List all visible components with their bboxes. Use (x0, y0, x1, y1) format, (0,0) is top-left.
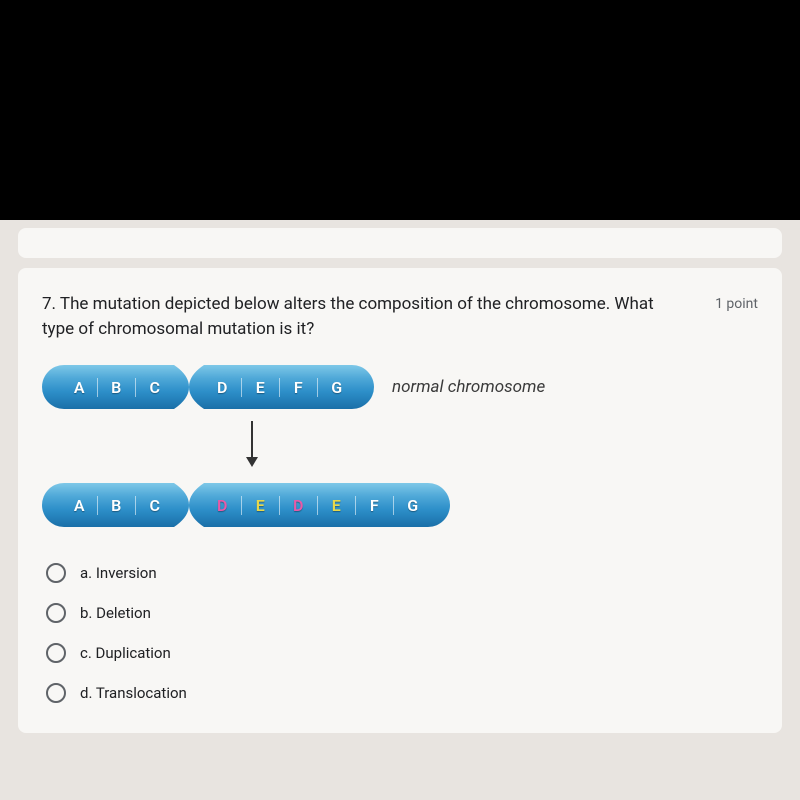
centromere (174, 365, 204, 409)
option-d[interactable]: d. Translocation (42, 673, 758, 713)
top-black-bar (0, 0, 800, 220)
segment: F (356, 496, 394, 515)
segment: A (60, 378, 98, 397)
option-b[interactable]: b. Deletion (42, 593, 758, 633)
segment: G (394, 496, 432, 515)
segment: G (318, 378, 356, 397)
option-label: c. Duplication (80, 644, 171, 662)
previous-card-sliver (18, 228, 782, 258)
segment: A (60, 496, 98, 515)
question-header: 7. The mutation depicted below alters th… (42, 292, 758, 341)
normal-left-arm: A B C (42, 365, 174, 409)
segment: F (280, 378, 318, 397)
normal-chromosome-row: A B C (42, 365, 758, 409)
normal-label: normal chromosome (392, 377, 545, 397)
normal-chromosome: A B C (42, 365, 374, 409)
segment: D (204, 378, 242, 397)
normal-right-arm: D E F G (204, 365, 374, 409)
mutated-right-arm: D E D E F G (204, 483, 450, 527)
question-text: 7. The mutation depicted below alters th… (42, 292, 685, 341)
question-card: 7. The mutation depicted below alters th… (18, 268, 782, 733)
centromere (174, 483, 204, 527)
option-label: a. Inversion (80, 564, 157, 582)
mutation-arrow (242, 419, 758, 473)
segment: D (280, 496, 318, 515)
segment: E (242, 496, 280, 515)
segment: E (318, 496, 356, 515)
radio-icon (46, 643, 66, 663)
option-label: d. Translocation (80, 684, 187, 702)
segment: C (136, 496, 174, 515)
segment: B (98, 496, 136, 515)
question-points: 1 point (715, 296, 758, 312)
radio-icon (46, 603, 66, 623)
answer-options: a. Inversion b. Deletion c. Duplication … (42, 553, 758, 713)
radio-icon (46, 683, 66, 703)
mutated-chromosome: A B C (42, 483, 450, 527)
mutated-chromosome-row: A B C (42, 483, 758, 527)
segment: D (204, 496, 242, 515)
option-c[interactable]: c. Duplication (42, 633, 758, 673)
segment: C (136, 378, 174, 397)
segment: E (242, 378, 280, 397)
option-a[interactable]: a. Inversion (42, 553, 758, 593)
mutated-left-arm: A B C (42, 483, 174, 527)
option-label: b. Deletion (80, 604, 151, 622)
chromosome-diagram: A B C (42, 365, 758, 527)
segment: B (98, 378, 136, 397)
radio-icon (46, 563, 66, 583)
content-area: 7. The mutation depicted below alters th… (0, 220, 800, 800)
